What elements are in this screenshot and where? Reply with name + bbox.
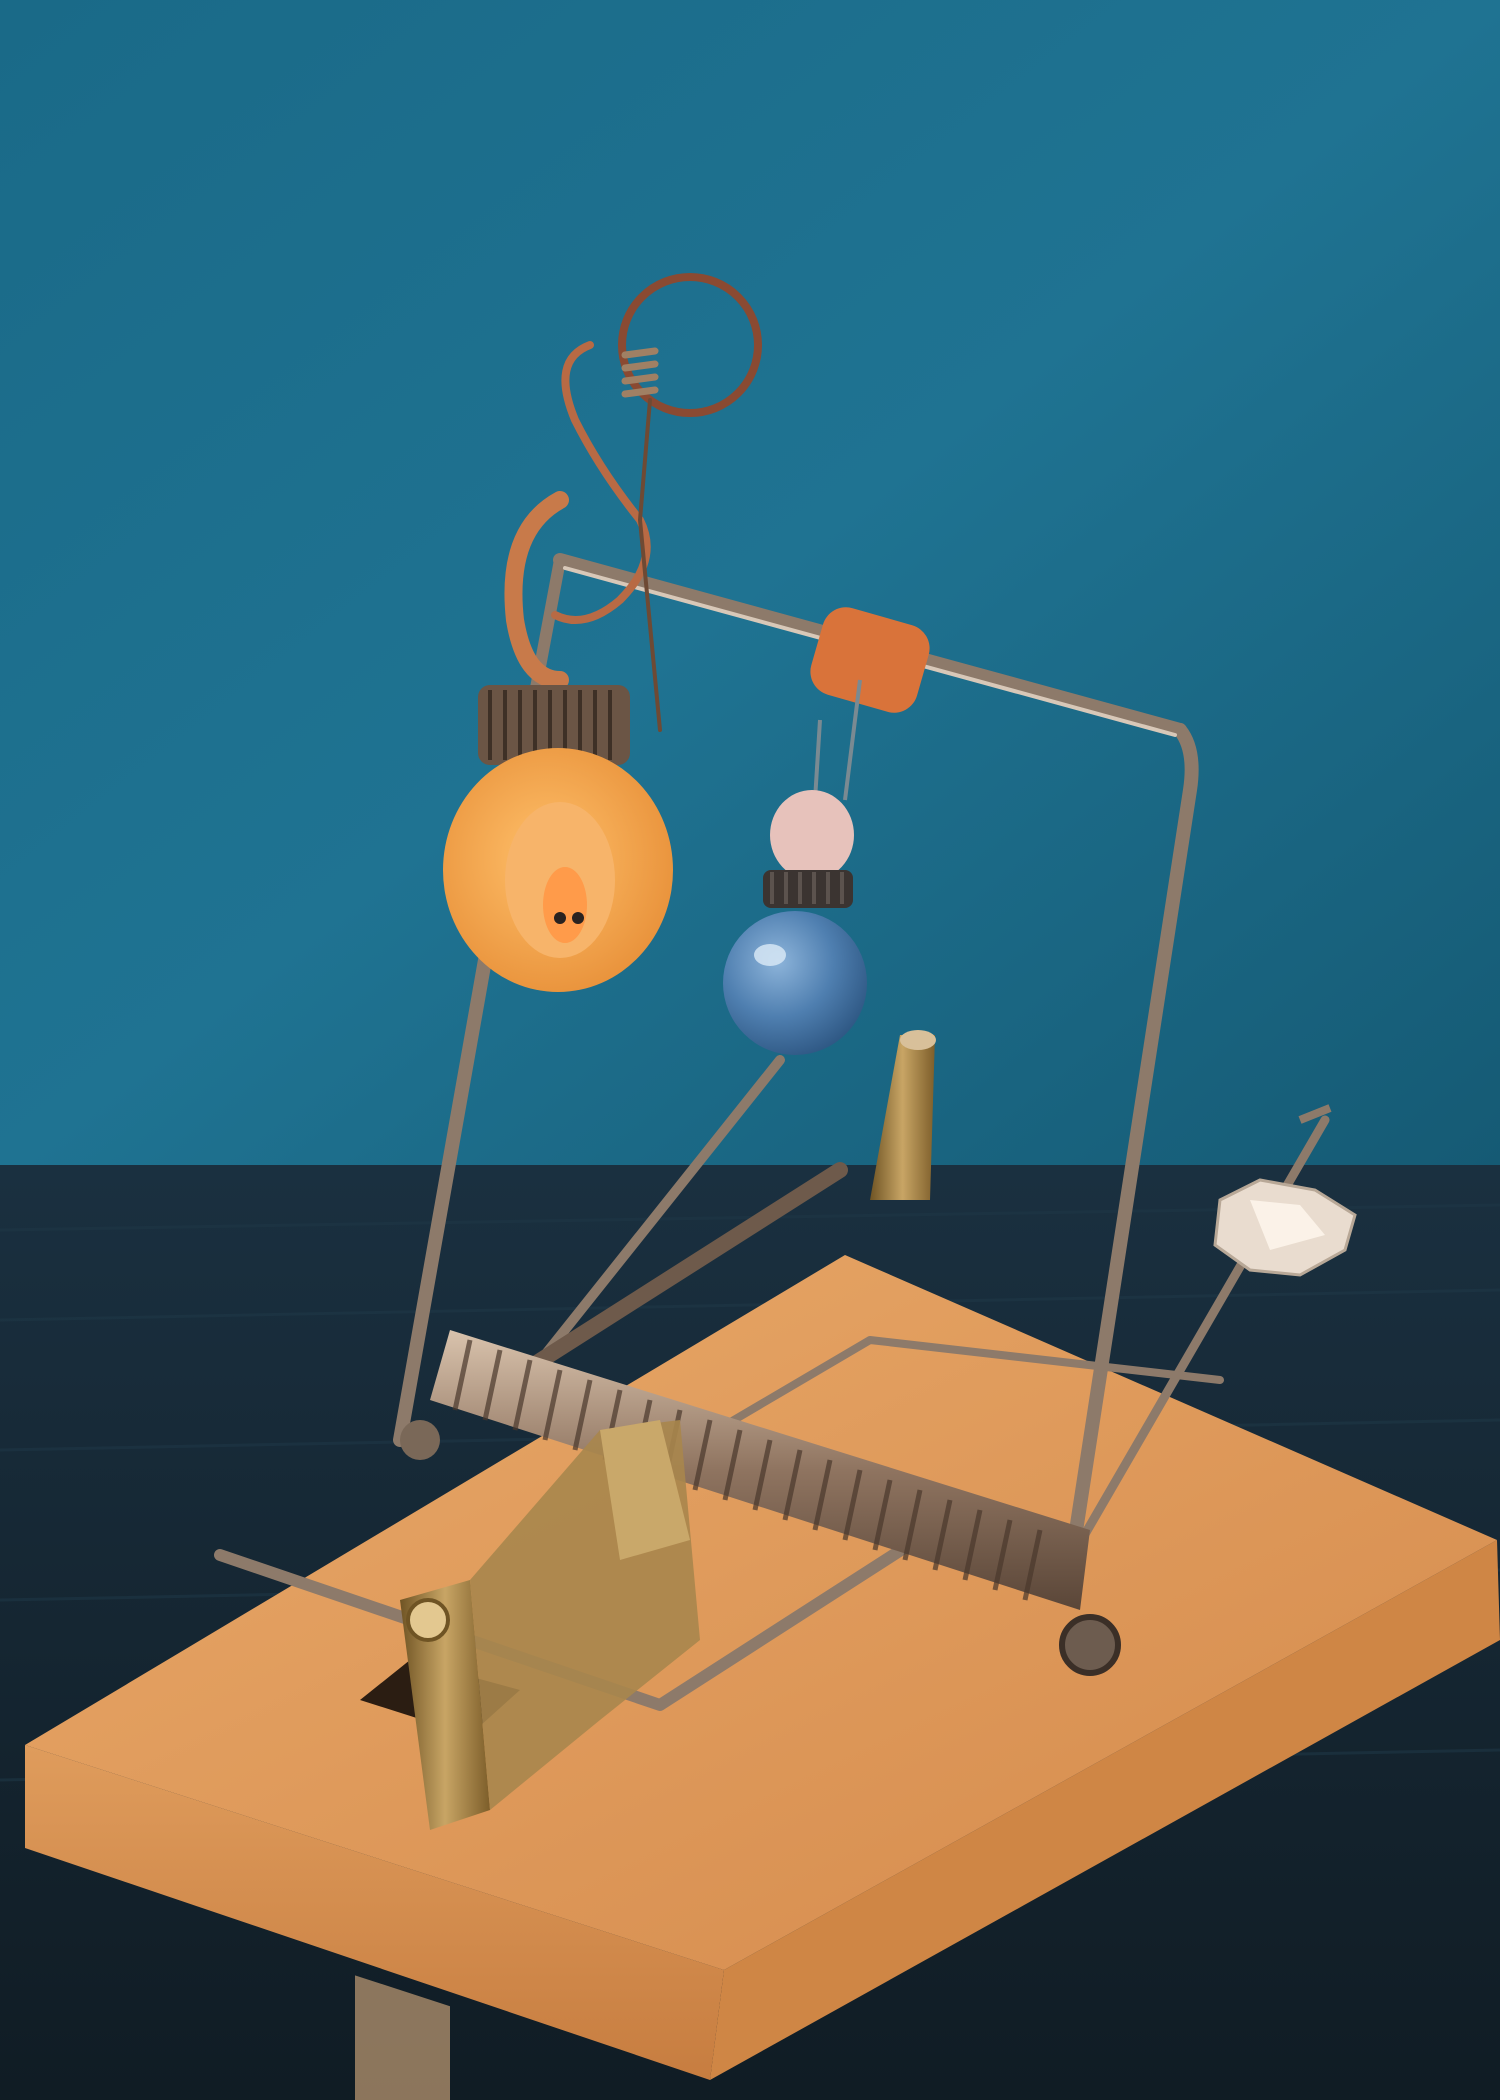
- base-top: [25, 1255, 1497, 1970]
- frame-front-rod: [214, 1519, 946, 1711]
- frame-diagonal-rod: [520, 1055, 785, 1385]
- brass-latch-bracket: [400, 1420, 700, 1830]
- ball-cap: [763, 870, 853, 908]
- hook-loop: [504, 491, 569, 689]
- crystal-bead: [1213, 1104, 1357, 1277]
- copper-wire-hook: [504, 273, 762, 732]
- latch-pivot: [406, 1598, 450, 1642]
- hook-ring: [618, 273, 762, 417]
- blue-ball-pendant: [723, 679, 867, 1055]
- hook-spring-coil: [621, 347, 659, 398]
- frame-bait-wire: [696, 1336, 1224, 1444]
- pink-bead: [770, 790, 854, 880]
- spring-end-nut-left: [400, 1420, 440, 1460]
- blue-ball: [723, 911, 867, 1055]
- base-joint-stripe: [355, 1975, 450, 2100]
- frame-right-leg: [1063, 723, 1199, 1577]
- spring-end-nut: [1059, 1614, 1121, 1676]
- hook-wire: [637, 398, 662, 732]
- base-left-side: [25, 1745, 724, 2080]
- brass-bolt-weight: [870, 1030, 936, 1200]
- orange-bead-on-bar: [810, 607, 930, 713]
- wire-frame: [214, 553, 1330, 1711]
- disc-knurled-cap: [478, 685, 630, 765]
- base-right-side: [710, 1540, 1500, 2080]
- frame-left-leg: [393, 953, 492, 1447]
- orange-disc-pendant: [443, 685, 673, 992]
- coil-spring: [400, 1330, 1121, 1676]
- frame-lever-arm: [502, 1162, 848, 1388]
